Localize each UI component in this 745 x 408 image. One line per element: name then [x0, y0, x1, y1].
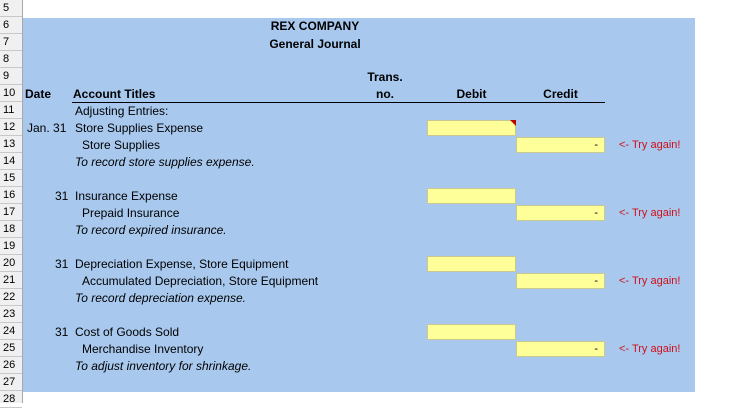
row-header[interactable]: 6 [0, 17, 22, 34]
try-again-feedback: <- Try again! [619, 343, 681, 355]
credit-account: Merchandise Inventory [82, 342, 204, 356]
entry-date: Jan. 31 [27, 121, 67, 135]
row-header[interactable]: 7 [0, 34, 22, 51]
header-credit: Credit [543, 87, 578, 101]
row-header[interactable]: 15 [0, 170, 22, 187]
credit-input[interactable]: - [516, 205, 605, 221]
credit-account: Accumulated Depreciation, Store Equipmen… [82, 274, 319, 288]
entry-date: 31 [55, 257, 69, 271]
row-header[interactable]: 10 [0, 85, 22, 102]
entry-explanation: To record depreciation expense. [75, 291, 246, 305]
debit-account: Store Supplies Expense [75, 121, 204, 135]
row-header[interactable]: 23 [0, 306, 22, 323]
debit-input[interactable] [427, 188, 516, 204]
debit-input[interactable] [427, 324, 516, 340]
row-header[interactable]: 26 [0, 357, 22, 374]
row-header[interactable]: 20 [0, 255, 22, 272]
row-header[interactable]: 16 [0, 187, 22, 204]
credit-value: - [594, 275, 598, 287]
row-header[interactable]: 13 [0, 136, 22, 153]
row-header[interactable]: 12 [0, 119, 22, 136]
row-header[interactable]: 28 [0, 391, 22, 408]
credit-input[interactable]: - [516, 273, 605, 289]
credit-input[interactable]: - [516, 137, 605, 153]
debit-input[interactable] [427, 120, 516, 136]
header-date: Date [25, 87, 52, 101]
credit-value: - [594, 139, 598, 151]
row-header-gutter: 5 6 7 8 9 10 11 12 13 14 15 16 17 18 19 … [0, 0, 23, 408]
journal-title: General Journal [269, 37, 361, 51]
row-header[interactable]: 22 [0, 289, 22, 306]
credit-input[interactable]: - [516, 341, 605, 357]
entry-explanation: To record store supplies expense. [75, 155, 255, 169]
entry-explanation: To adjust inventory for shrinkage. [75, 359, 252, 373]
row-header[interactable]: 19 [0, 238, 22, 255]
header-trans-no: no. [376, 87, 394, 101]
row-header[interactable]: 18 [0, 221, 22, 238]
credit-account: Prepaid Insurance [82, 206, 180, 220]
row-header[interactable]: 8 [0, 51, 22, 68]
row-header[interactable]: 9 [0, 68, 22, 85]
debit-account: Depreciation Expense, Store Equipment [75, 257, 289, 271]
debit-input[interactable] [427, 256, 516, 272]
row-header[interactable]: 24 [0, 323, 22, 340]
row-header[interactable]: 27 [0, 374, 22, 391]
row-header[interactable]: 5 [0, 0, 22, 17]
debit-account: Insurance Expense [75, 189, 178, 203]
credit-value: - [594, 343, 598, 355]
entry-date: 31 [55, 325, 69, 339]
row-header[interactable]: 14 [0, 153, 22, 170]
comment-indicator-icon[interactable] [510, 120, 516, 126]
try-again-feedback: <- Try again! [619, 207, 681, 219]
entry-date: 31 [55, 189, 69, 203]
row-header[interactable]: 11 [0, 102, 22, 119]
credit-value: - [594, 207, 598, 219]
row-header[interactable]: 21 [0, 272, 22, 289]
header-account-titles: Account Titles [73, 87, 156, 101]
header-underline [72, 102, 605, 103]
row-header[interactable]: 25 [0, 340, 22, 357]
credit-account: Store Supplies [82, 138, 161, 152]
entry-explanation: To record expired insurance. [75, 223, 227, 237]
debit-account: Cost of Goods Sold [75, 325, 180, 339]
row-header[interactable]: 17 [0, 204, 22, 221]
try-again-feedback: <- Try again! [619, 139, 681, 151]
try-again-feedback: <- Try again! [619, 275, 681, 287]
header-trans: Trans. [367, 70, 403, 84]
header-debit: Debit [456, 87, 487, 101]
adjusting-entries-label: Adjusting Entries: [75, 104, 169, 118]
company-name: REX COMPANY [270, 19, 360, 33]
